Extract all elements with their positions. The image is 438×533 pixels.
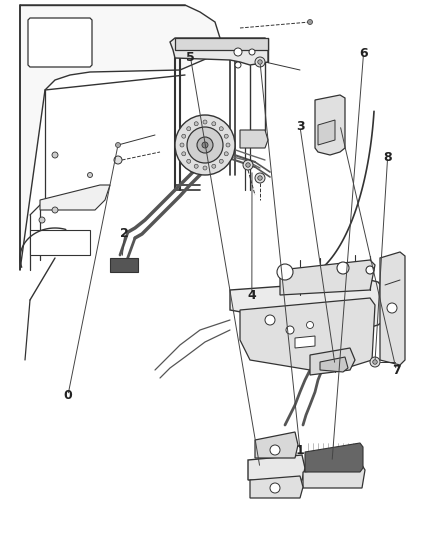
- Circle shape: [116, 142, 120, 148]
- Text: 6: 6: [359, 47, 368, 60]
- Polygon shape: [248, 455, 305, 480]
- Polygon shape: [230, 280, 385, 330]
- Text: 7: 7: [392, 364, 401, 377]
- Circle shape: [270, 483, 280, 493]
- Circle shape: [224, 134, 228, 138]
- Circle shape: [337, 262, 349, 274]
- Circle shape: [219, 159, 223, 163]
- Circle shape: [182, 134, 186, 138]
- Circle shape: [258, 176, 262, 180]
- Polygon shape: [40, 185, 110, 210]
- Circle shape: [212, 164, 216, 168]
- Text: 1: 1: [296, 444, 304, 457]
- Circle shape: [194, 122, 198, 126]
- Polygon shape: [175, 38, 268, 50]
- Circle shape: [114, 156, 122, 164]
- Text: 5: 5: [186, 51, 195, 64]
- Circle shape: [255, 57, 265, 67]
- Polygon shape: [295, 336, 315, 348]
- Circle shape: [52, 207, 58, 213]
- Text: 2: 2: [120, 227, 129, 240]
- Circle shape: [180, 143, 184, 147]
- Text: 0: 0: [64, 389, 72, 402]
- Circle shape: [194, 164, 198, 168]
- Circle shape: [219, 127, 223, 131]
- Circle shape: [255, 173, 265, 183]
- Circle shape: [202, 142, 208, 148]
- Circle shape: [187, 127, 191, 131]
- Circle shape: [307, 20, 312, 25]
- Polygon shape: [305, 443, 363, 472]
- Circle shape: [203, 120, 207, 124]
- Polygon shape: [320, 357, 348, 372]
- Circle shape: [286, 326, 294, 334]
- Text: 3: 3: [296, 120, 304, 133]
- Polygon shape: [380, 252, 405, 365]
- Circle shape: [246, 163, 250, 167]
- Circle shape: [370, 357, 380, 367]
- Circle shape: [203, 166, 207, 170]
- Polygon shape: [303, 465, 365, 488]
- Circle shape: [234, 48, 242, 56]
- Circle shape: [212, 122, 216, 126]
- Circle shape: [387, 303, 397, 313]
- Circle shape: [39, 217, 45, 223]
- Text: 8: 8: [383, 151, 392, 164]
- Circle shape: [249, 49, 255, 55]
- Polygon shape: [280, 260, 375, 295]
- Circle shape: [373, 360, 377, 364]
- Circle shape: [277, 264, 293, 280]
- Polygon shape: [20, 5, 220, 270]
- Circle shape: [52, 152, 58, 158]
- Polygon shape: [240, 298, 375, 370]
- Circle shape: [224, 152, 228, 156]
- Circle shape: [88, 173, 92, 177]
- Circle shape: [270, 445, 280, 455]
- Circle shape: [366, 266, 374, 274]
- Circle shape: [258, 60, 262, 64]
- Polygon shape: [170, 38, 268, 65]
- Circle shape: [243, 160, 253, 170]
- Polygon shape: [240, 130, 268, 148]
- Circle shape: [307, 321, 314, 328]
- Polygon shape: [28, 18, 92, 67]
- Circle shape: [265, 315, 275, 325]
- Polygon shape: [315, 95, 345, 155]
- Circle shape: [187, 127, 223, 163]
- Polygon shape: [310, 348, 355, 375]
- Polygon shape: [30, 230, 90, 255]
- Circle shape: [187, 159, 191, 163]
- Polygon shape: [255, 432, 298, 458]
- Circle shape: [175, 115, 235, 175]
- Circle shape: [197, 137, 213, 153]
- Circle shape: [226, 143, 230, 147]
- Circle shape: [235, 62, 241, 68]
- Polygon shape: [110, 258, 138, 272]
- Polygon shape: [318, 120, 335, 145]
- Polygon shape: [250, 476, 303, 498]
- Text: 4: 4: [247, 289, 256, 302]
- Circle shape: [182, 152, 186, 156]
